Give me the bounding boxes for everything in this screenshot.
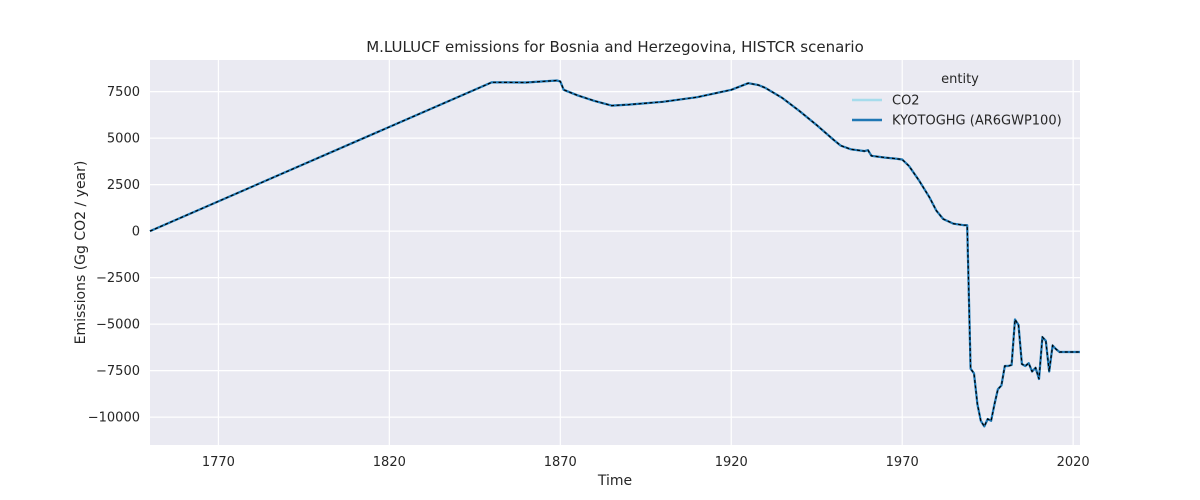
x-tick-labels: 1770 1820 1870 1920 1970 2020 — [202, 455, 1090, 470]
y-tick-label: 0 — [132, 225, 140, 240]
legend-label-co2: CO2 — [892, 94, 920, 109]
series-layer — [149, 79, 1080, 428]
x-gridlines — [217, 60, 1074, 445]
plot-background — [150, 60, 1080, 445]
x-tick-label: 1920 — [715, 455, 748, 470]
y-tick-label: −5000 — [96, 318, 140, 333]
y-tick-label: 5000 — [107, 132, 140, 147]
series-dash-overlay-kyotoghg-ar6gwp100 — [149, 79, 1080, 428]
x-tick-label: 2020 — [1057, 455, 1090, 470]
y-gridlines — [150, 91, 1080, 418]
x-tick-label: 1870 — [544, 455, 577, 470]
legend: entity CO2 KYOTOGHG (AR6GWP100) — [852, 72, 1062, 129]
y-tick-labels: −10000 −7500 −5000 −2500 0 2500 5000 7500 — [88, 85, 140, 425]
legend-label-kyotoghg: KYOTOGHG (AR6GWP100) — [892, 114, 1062, 129]
x-axis-title: Time — [597, 473, 632, 489]
x-tick-label: 1770 — [202, 455, 235, 470]
chart-title: M.LULUCF emissions for Bosnia and Herzeg… — [366, 38, 864, 56]
y-tick-label: −10000 — [88, 411, 140, 426]
y-axis-title: Emissions (Gg CO2 / year) — [73, 161, 89, 345]
y-tick-label: −7500 — [96, 364, 140, 379]
y-tick-label: 7500 — [107, 85, 140, 100]
x-tick-label: 1970 — [886, 455, 919, 470]
y-tick-label: −2500 — [96, 271, 140, 286]
legend-title: entity — [941, 72, 979, 87]
y-tick-label: 2500 — [107, 178, 140, 193]
x-tick-label: 1820 — [373, 455, 406, 470]
